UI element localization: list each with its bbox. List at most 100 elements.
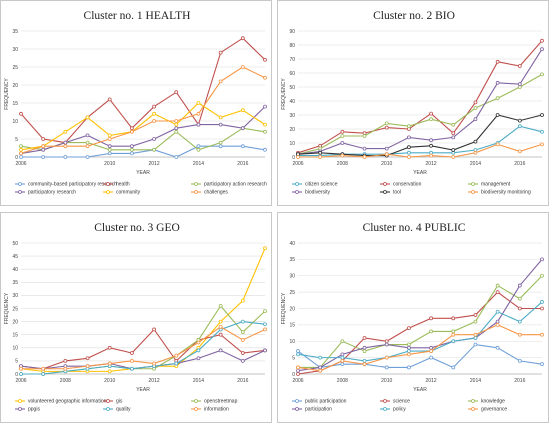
legend-swatch-marker	[383, 399, 387, 403]
legend-label: citizen science	[305, 182, 338, 188]
data-point	[495, 322, 500, 327]
data-point	[63, 144, 68, 149]
data-point	[384, 342, 389, 347]
data-point	[152, 119, 156, 123]
data-point	[407, 365, 411, 370]
data-point	[407, 345, 411, 350]
data-point	[240, 298, 245, 303]
chart-panel-1: Cluster no. 1 HEALTH 0 5 10 15 20 25 30 35 2006 20…	[0, 0, 272, 206]
data-point	[19, 144, 23, 149]
series-line	[297, 40, 543, 154]
data-point	[473, 117, 478, 122]
y-axis-label: FREQUENCY	[281, 292, 287, 324]
data-point	[362, 134, 367, 138]
data-point	[318, 355, 323, 360]
legend-swatch-marker	[295, 190, 299, 194]
data-point	[473, 150, 478, 155]
legend-item: information	[191, 407, 229, 413]
legend-item: tool	[380, 190, 401, 196]
data-point	[340, 153, 345, 158]
data-point	[429, 153, 433, 158]
data-point	[540, 72, 544, 77]
data-point	[540, 306, 544, 311]
data-point	[130, 144, 134, 149]
series-5	[296, 113, 544, 158]
data-point	[429, 345, 433, 350]
y-tick-label: 90	[289, 29, 295, 35]
data-point	[451, 332, 456, 337]
legend-label: quality	[116, 407, 131, 413]
data-point	[240, 65, 245, 69]
data-point	[240, 36, 245, 41]
data-point	[63, 358, 68, 363]
data-point	[130, 129, 134, 134]
chart-title: Cluster no. 3 GEO	[94, 222, 180, 234]
y-tick-label: 45	[12, 254, 18, 260]
data-point	[296, 368, 300, 373]
legend-swatch-marker	[295, 407, 299, 411]
legend-label: health	[116, 182, 130, 188]
data-point	[263, 309, 267, 314]
y-tick-label: 25	[12, 65, 18, 71]
data-point	[63, 366, 68, 371]
series-5	[19, 101, 267, 152]
legend-item: community-based participatory research	[15, 182, 117, 188]
data-point	[263, 348, 267, 353]
data-point	[218, 122, 223, 127]
x-tick-label: 2014	[193, 378, 204, 384]
data-point	[495, 290, 500, 295]
data-point	[495, 345, 500, 350]
data-point	[196, 122, 201, 127]
series-line	[298, 143, 543, 158]
y-tick-label: 20	[289, 127, 295, 133]
data-point	[362, 349, 367, 353]
data-point	[85, 155, 90, 159]
series-line	[297, 259, 543, 372]
legend-swatch-marker	[295, 182, 299, 186]
data-point	[152, 111, 156, 116]
y-axis-label: FREQUENCY	[281, 78, 287, 110]
data-point	[340, 134, 345, 138]
x-tick-label: 2010	[104, 161, 115, 167]
y-tick-label: 20	[12, 83, 18, 89]
data-point	[152, 137, 156, 141]
data-point	[63, 129, 68, 134]
data-point	[318, 365, 323, 370]
legend-item: knowledge	[468, 399, 505, 405]
legend-swatch-marker	[194, 399, 198, 403]
data-point	[384, 339, 389, 344]
data-point	[451, 365, 456, 370]
x-tick-label: 2008	[60, 378, 71, 384]
legend-item: biodiversity monitoring	[468, 190, 531, 196]
data-point	[340, 339, 345, 344]
legend-label: public participation	[305, 399, 347, 405]
series-3	[296, 273, 544, 370]
data-point	[540, 142, 544, 147]
data-point	[473, 106, 478, 110]
legend-swatch-marker	[471, 182, 475, 186]
legend-swatch-marker	[471, 399, 475, 403]
data-point	[340, 362, 345, 367]
data-point	[384, 125, 389, 130]
data-point	[451, 131, 456, 136]
data-point	[340, 355, 345, 360]
data-point	[540, 129, 544, 134]
chart-svg-3: Cluster no. 3 GEO 0 5 10 15 20 25 30 35 40 45 50 200…	[4, 222, 267, 413]
data-point	[384, 146, 389, 151]
data-point	[85, 140, 90, 145]
legend-swatch-marker	[106, 399, 110, 403]
data-point	[130, 358, 134, 363]
data-point	[218, 332, 223, 337]
legend-label: ppgis	[28, 407, 40, 413]
x-tick-label: 2012	[149, 378, 160, 384]
data-point	[218, 140, 223, 145]
data-point	[85, 144, 90, 149]
x-tick-label: 2014	[193, 161, 204, 167]
data-point	[240, 351, 245, 355]
y-tick-label: 25	[289, 290, 295, 296]
data-point	[473, 319, 478, 324]
data-point	[429, 143, 433, 148]
data-point	[41, 147, 46, 152]
data-point	[130, 366, 134, 371]
data-point	[263, 75, 267, 80]
